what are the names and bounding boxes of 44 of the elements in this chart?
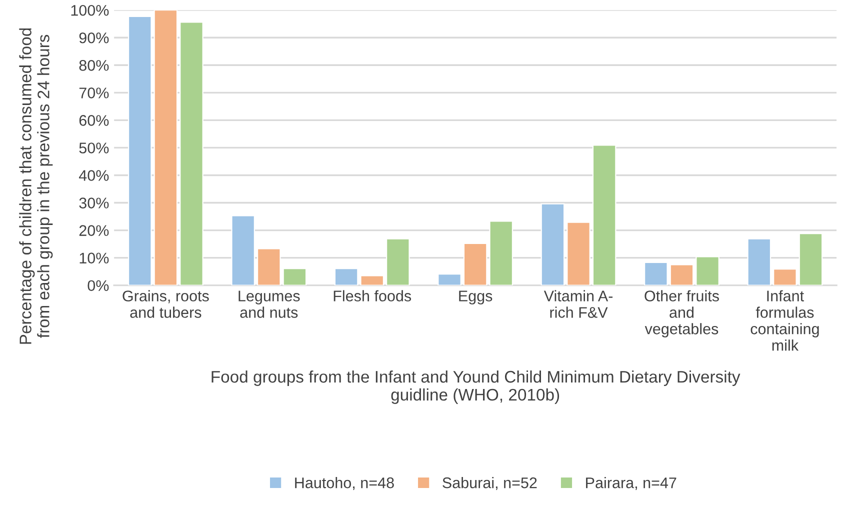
bar <box>386 238 410 286</box>
y-tick-label: 50% <box>79 142 109 154</box>
bar <box>282 268 307 286</box>
x-tick-label: Legumes and nuts <box>238 290 300 318</box>
bar <box>670 264 694 286</box>
bar <box>798 233 823 286</box>
x-axis-title: Food groups from the Infant and Yound Child Minimum Dietary Diversity guidline (WHO, 2010b) <box>212 370 740 404</box>
x-tick-label: Other fruits and vegetables <box>644 290 719 338</box>
y-tick-label: 0% <box>88 280 109 292</box>
y-tick-label: 30% <box>79 198 109 208</box>
y-tick-label: 10% <box>80 252 109 264</box>
bar <box>540 203 565 286</box>
x-tick-label: Flesh foods <box>334 290 412 302</box>
legend-label: Saburai, n=52 <box>442 477 537 490</box>
y-tick-label: 60% <box>79 115 109 126</box>
bar <box>566 222 590 286</box>
bar <box>489 220 514 286</box>
bar <box>747 238 772 286</box>
y-tick-label: 20% <box>79 225 109 236</box>
y-tick-label: 40% <box>78 170 109 181</box>
bar <box>463 242 488 286</box>
x-tick-label: Grains, roots and tubers <box>122 290 209 318</box>
bar <box>334 268 358 286</box>
bar <box>644 262 668 286</box>
x-tick-label: Vitamin A- rich F&V <box>544 290 613 318</box>
bar <box>180 22 204 286</box>
x-tick-label: Infant formulas containing milk <box>750 290 819 351</box>
bar <box>256 248 281 286</box>
legend-label: Hautoho, n=48 <box>295 477 394 490</box>
x-tick-label: Eggs <box>459 290 492 304</box>
y-tick-label: 90% <box>79 32 109 44</box>
bar <box>154 10 178 286</box>
bar <box>696 256 720 286</box>
y-tick-label: 100% <box>71 4 109 16</box>
y-tick-label: 80% <box>79 60 109 71</box>
bar <box>592 144 616 286</box>
bar <box>128 16 152 286</box>
y-axis-title: Percentage of children that consumed food from each group in the previous 24 hours <box>19 28 53 344</box>
bar <box>773 268 797 286</box>
y-tick-label: 70% <box>79 88 109 98</box>
bar <box>231 215 255 286</box>
legend-label: Pairara, n=47 <box>586 477 676 490</box>
bar <box>360 275 384 286</box>
bar <box>438 273 462 286</box>
